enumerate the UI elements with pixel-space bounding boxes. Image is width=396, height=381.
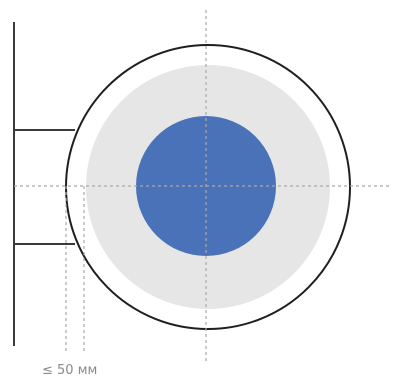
dimension-label: ≤ 50 мм: [42, 363, 97, 378]
guide-lines: [14, 10, 392, 364]
